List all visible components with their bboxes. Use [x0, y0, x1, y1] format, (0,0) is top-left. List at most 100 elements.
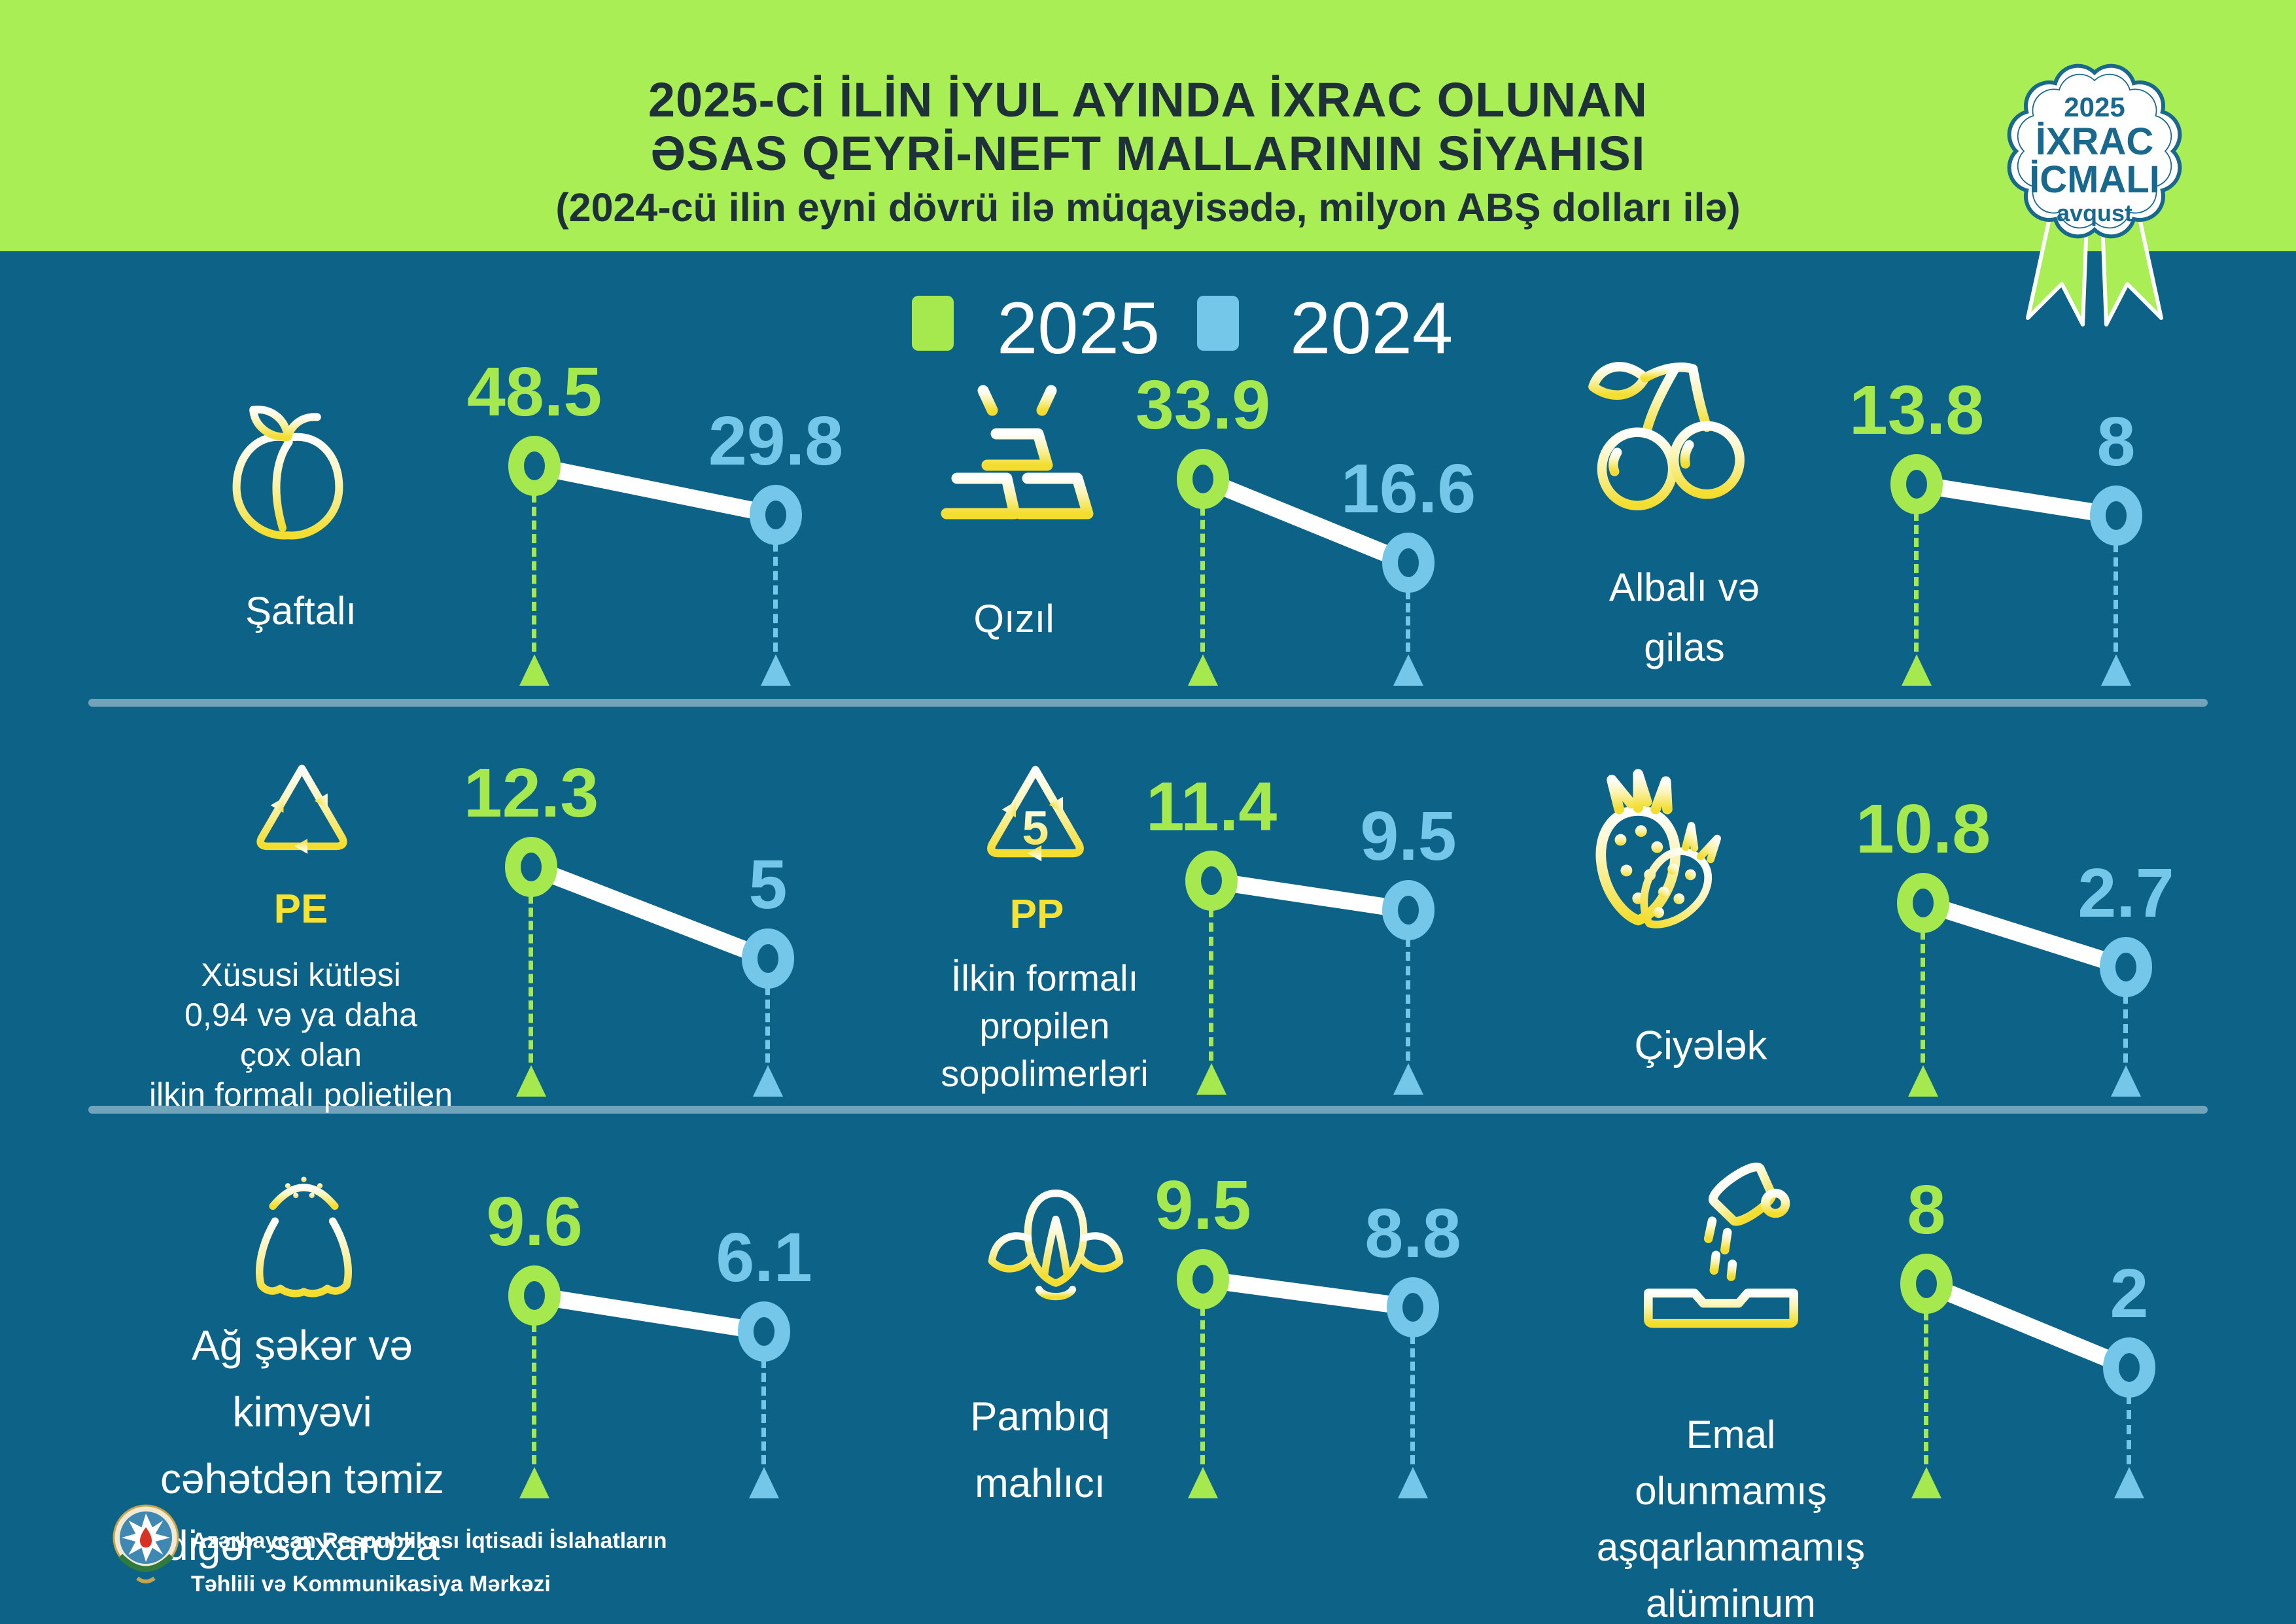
dash-line-2024 — [761, 1359, 766, 1464]
sugar-sack-icon — [256, 1176, 352, 1297]
value-label-2024: 9.5 — [1360, 798, 1457, 875]
trend-connector — [532, 1287, 766, 1340]
axis-marker-2024 — [1398, 1467, 1428, 1498]
title-line-1: 2025-Cİ İLİN İYUL AYINDA İXRAC OLUNAN — [648, 73, 1648, 127]
footer-organization: Azərbaycan Respublikası İqtisadi İslahat… — [191, 1528, 667, 1597]
data-dot-2024 — [1382, 879, 1435, 942]
data-dot-2025 — [505, 836, 557, 898]
trend-connector — [1923, 1275, 2132, 1376]
recycle-pp-icon: 5 — [987, 766, 1084, 862]
trend-connector — [1915, 476, 2118, 524]
badge-year: 2025 — [2064, 92, 2125, 122]
data-dot-2025 — [508, 434, 561, 497]
dash-line-2025 — [532, 1323, 536, 1464]
trend-connector — [1921, 894, 2129, 976]
axis-marker-2025 — [519, 654, 549, 686]
axis-marker-2024 — [761, 654, 791, 686]
strawberry-icon — [1595, 769, 1721, 928]
dash-line-2024 — [765, 986, 770, 1063]
product-label-polietilen: Xüsusi kütləsi 0,94 və ya daha çox olan … — [148, 957, 453, 1113]
value-label-2024: 29.8 — [708, 402, 844, 480]
legend-label-2024: 2024 — [1290, 287, 1453, 369]
trend-connector — [1202, 1271, 1414, 1316]
aluminum-pour-icon — [1644, 1163, 1798, 1328]
trend-connector — [1210, 872, 1410, 919]
value-label-2025: 48.5 — [466, 353, 602, 431]
legend-label-2025: 2025 — [997, 287, 1160, 369]
badge-line2: İCMALI — [2029, 158, 2160, 201]
dash-line-2024 — [2113, 543, 2118, 652]
trend-connector — [1200, 470, 1412, 571]
dash-line-2024 — [773, 542, 778, 652]
recycle-code-number: 5 — [1022, 800, 1049, 855]
data-dot-2024 — [738, 1300, 790, 1363]
dash-line-2024 — [1410, 1335, 1415, 1464]
row-divider-1 — [88, 699, 2208, 707]
data-dot-2024 — [1387, 1276, 1439, 1339]
legend-swatch-2025 — [912, 296, 954, 351]
data-dot-2024 — [750, 484, 802, 546]
dash-line-2025 — [1914, 512, 1919, 652]
dash-line-2024 — [2123, 995, 2128, 1063]
product-label-aluminum: Emal olunmamış aşqarlanmamış alüminum — [1596, 1413, 1866, 1624]
product-label-albali-ve-gilas: Albalı və gilas — [1609, 565, 1760, 669]
product-label-propilen: İlkin formalı propilen sopolimerləri — [941, 957, 1149, 1094]
product-label-saftali: Şaftalı — [245, 589, 357, 633]
dash-line-2024 — [1406, 938, 1410, 1061]
axis-marker-2024 — [1393, 654, 1423, 686]
badge-inner-line — [2017, 73, 2172, 229]
dash-line-2024 — [1406, 590, 1410, 652]
axis-marker-2024 — [749, 1467, 779, 1498]
product-label-pambiq: Pambıq mahlıcı — [970, 1394, 1110, 1506]
value-label-2025: 10.8 — [1855, 790, 1991, 868]
recycle-pe-icon — [256, 764, 347, 854]
value-label-2025: 9.6 — [486, 1183, 583, 1260]
header-band — [0, 0, 2296, 251]
value-label-2024: 16.6 — [1340, 450, 1476, 527]
title-subtitle: (2024-cü ilin eyni dövrü ilə müqayisədə,… — [555, 185, 1741, 230]
data-dot-2024 — [742, 927, 794, 990]
legend-swatch-2024 — [1197, 296, 1239, 351]
axis-marker-2024 — [753, 1065, 783, 1097]
dash-line-2025 — [532, 493, 536, 652]
value-label-2024: 2 — [2110, 1255, 2149, 1332]
data-dot-2024 — [2100, 936, 2152, 998]
export-review-badge: 2025 İXRAC İCMALI avqust — [2007, 63, 2182, 327]
data-dot-2024 — [2103, 1336, 2155, 1399]
gold-bars-icon — [941, 377, 1094, 520]
data-dot-2025 — [1890, 453, 1943, 516]
badge-month: avqust — [2057, 200, 2132, 226]
cherries-icon — [1588, 362, 1745, 510]
data-dot-2024 — [2090, 484, 2142, 547]
badge-seal-shape — [2007, 63, 2182, 239]
trend-connector — [532, 457, 778, 523]
title-line-2: ƏSAS QEYRİ-NEFT MALLARININ SİYAHISI — [650, 126, 1646, 181]
dash-line-2024 — [2127, 1395, 2131, 1464]
material-code-pp: PP — [1009, 892, 1064, 937]
material-code-pe: PE — [273, 887, 328, 932]
cotton-icon — [988, 1190, 1124, 1309]
product-label-qizil: Qızıl — [973, 597, 1054, 641]
page-title: 2025-Cİ İLİN İYUL AYINDA İXRAC OLUNAN ƏS… — [0, 73, 2296, 234]
value-label-2024: 8 — [2096, 403, 2136, 480]
data-dot-2025 — [1177, 1248, 1229, 1311]
axis-marker-2024 — [2101, 654, 2131, 686]
data-dot-2025 — [1900, 1252, 1953, 1315]
data-dot-2025 — [1897, 872, 1949, 934]
product-label-ciyelek: Çiyələk — [1634, 1023, 1767, 1068]
axis-marker-2024 — [2114, 1467, 2144, 1498]
data-dot-2024 — [1382, 531, 1435, 594]
axis-marker-2024 — [2111, 1065, 2141, 1097]
value-label-2025: 13.8 — [1849, 372, 1985, 449]
value-label-2025: 12.3 — [463, 754, 599, 832]
axis-marker-2024 — [1393, 1063, 1423, 1095]
badge-line1: İXRAC — [2036, 120, 2153, 163]
product-label-seker: Ağ şəkər və kimyəvi cəhətdən təmiz digər… — [160, 1322, 445, 1569]
data-dot-2025 — [1177, 448, 1229, 510]
value-label-2024: 6.1 — [716, 1219, 812, 1296]
peach-icon — [232, 405, 343, 540]
azerbaijan-emblem-icon — [113, 1504, 179, 1583]
trend-connector — [528, 858, 771, 967]
value-label-2024: 2.7 — [2078, 855, 2174, 932]
